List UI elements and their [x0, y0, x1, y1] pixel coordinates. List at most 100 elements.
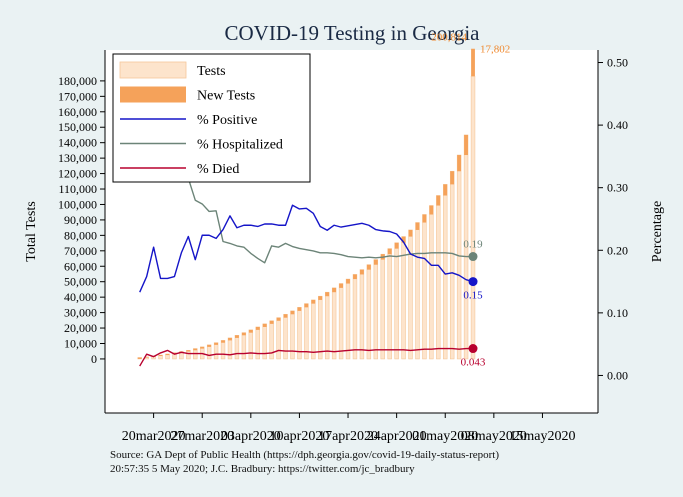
tests-bar: [436, 195, 441, 360]
new-tests-bar: [186, 350, 191, 352]
legend-label-0: Tests: [197, 64, 226, 79]
annotation-positive: 0.15: [463, 290, 483, 302]
new-tests-bar: [304, 303, 309, 308]
tests-bar: [276, 317, 281, 360]
y-left-tick-label: 50,000: [64, 275, 97, 289]
y-left-tick-label: 10,000: [64, 336, 97, 350]
y-left-tick-label: 70,000: [64, 244, 97, 258]
positive-end-marker: [468, 277, 478, 287]
tests-bar: [387, 248, 392, 360]
x-tick-label: 03apr2020: [221, 429, 281, 444]
y-axis-left-title: Total Tests: [24, 201, 39, 261]
new-tests-bar: [422, 214, 427, 223]
new-tests-bar: [332, 287, 337, 293]
x-tick-label: 10apr2020: [269, 429, 329, 444]
tests-bar: [470, 75, 476, 360]
new-tests-bar: [235, 335, 239, 338]
y-right-tick-label: 0.20: [607, 243, 628, 257]
new-tests-bar: [207, 344, 212, 347]
y-left-tick-label: 40,000: [64, 290, 97, 304]
new-tests-bar: [408, 229, 413, 237]
x-tick-label: 15may2020: [509, 429, 575, 444]
y-left-tick-label: 30,000: [64, 306, 97, 320]
tests-bar: [380, 253, 385, 360]
tests-bar: [394, 242, 399, 360]
y-left-tick-label: 110,000: [58, 182, 97, 196]
new-tests-bar: [401, 236, 406, 243]
y-right-tick-label: 0.30: [607, 181, 628, 195]
tests-bar: [227, 337, 233, 360]
tests-bar: [449, 170, 455, 360]
new-tests-bar: [339, 283, 343, 288]
tests-bar: [311, 299, 316, 360]
annotation-total-tests: 200,814: [431, 32, 467, 44]
y-right-tick-label: 0.40: [607, 118, 628, 132]
new-tests-bar: [366, 264, 371, 270]
new-tests-bar: [221, 340, 225, 343]
tests-bar: [318, 295, 323, 360]
y-left-tick-label: 0: [91, 352, 97, 366]
new-tests-bar: [297, 307, 302, 311]
y-right-tick-label: 0.10: [607, 306, 628, 320]
new-tests-bar: [228, 337, 232, 341]
tests-bar: [429, 205, 434, 360]
died-line: [139, 347, 474, 367]
tests-bar: [324, 291, 330, 360]
legend-label-3: % Hospitalized: [197, 138, 283, 153]
y-left-tick-label: 120,000: [58, 167, 97, 181]
y-axis-right-title: Percentage: [650, 201, 665, 262]
legend-label-2: % Positive: [197, 113, 257, 128]
new-tests-bar: [200, 346, 205, 349]
new-tests-bar: [158, 355, 163, 357]
y-right-tick-label: 0.50: [607, 56, 628, 70]
legend-swatch-0: [119, 61, 187, 79]
new-tests-bar: [450, 171, 455, 185]
new-tests-bar: [262, 323, 267, 327]
y-left-tick-label: 180,000: [58, 74, 97, 88]
x-tick-label: 27mar2020: [170, 429, 234, 444]
legend-label-1: New Tests: [197, 89, 255, 104]
tests-bar: [206, 344, 212, 360]
y-left-tick-label: 150,000: [58, 120, 97, 134]
x-tick-label: 08may2020: [461, 429, 527, 444]
tests-bar: [373, 259, 379, 360]
x-tick-label: 20mar2020: [122, 429, 186, 444]
new-tests-bar: [248, 329, 253, 333]
new-tests-bar: [464, 134, 468, 156]
x-tick-label: 01may2020: [412, 429, 478, 444]
new-tests-bar: [144, 356, 149, 358]
tests-bar: [220, 340, 226, 360]
tests-bar: [283, 313, 288, 360]
new-tests-bar: [325, 292, 330, 297]
legend-swatch-1: [120, 86, 186, 103]
tests-bar: [422, 214, 427, 360]
tests-bar: [345, 278, 351, 360]
new-tests-bar: [387, 248, 392, 255]
y-left-tick-label: 80,000: [64, 228, 97, 242]
y-left-tick-label: 130,000: [58, 151, 97, 165]
tests-bar: [248, 329, 254, 360]
legend-label-4: % Died: [197, 162, 239, 177]
new-tests-bar: [346, 279, 350, 284]
tests-bar: [408, 229, 413, 360]
new-tests-bar: [276, 317, 281, 321]
new-tests-bar: [290, 310, 295, 315]
new-tests-bar: [255, 326, 260, 330]
new-tests-bar: [318, 296, 323, 300]
new-tests-bar: [360, 269, 364, 275]
tests-bar: [186, 349, 191, 360]
annotation-new-tests: 17,802: [480, 44, 510, 56]
new-tests-bar: [443, 184, 448, 196]
new-tests-bar: [193, 348, 198, 351]
tests-bar: [241, 332, 247, 360]
new-tests-bar: [283, 314, 288, 318]
tests-bar: [338, 283, 344, 360]
tests-bar: [456, 154, 462, 360]
tests-bar: [415, 222, 420, 360]
annotation-died: 0.043: [461, 357, 486, 369]
source-line-1: Source: GA Dept of Public Health (https:…: [110, 449, 499, 461]
tests-bar: [234, 335, 240, 360]
annotation-hospitalized: 0.19: [463, 239, 483, 251]
